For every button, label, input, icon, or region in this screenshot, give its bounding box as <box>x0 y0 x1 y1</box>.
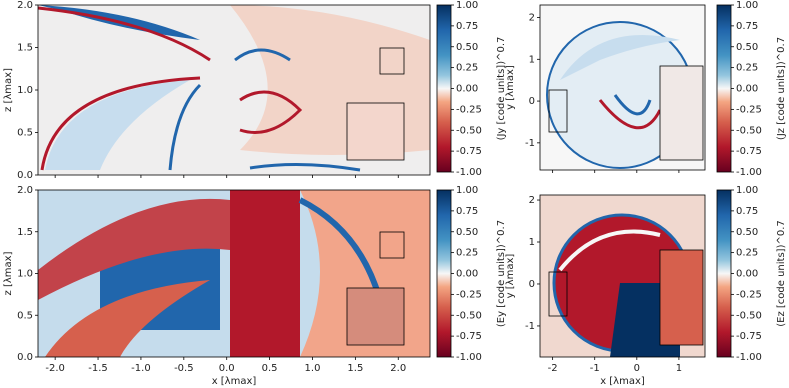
colorbar-tick-label: -0.75 <box>456 146 482 157</box>
axes-frame <box>539 4 706 171</box>
y-tick-label: 0 <box>529 279 535 290</box>
y-tick-label: 0.5 <box>17 128 33 139</box>
colorbar-tick-label: 0.75 <box>456 206 478 217</box>
y-tick-label: 0.0 <box>17 352 33 363</box>
y-axis-label: z [λmax] <box>3 251 14 295</box>
y-tick-label: 1.0 <box>17 85 33 96</box>
colorbar-tick-label: 1.00 <box>736 185 758 196</box>
colorbar-tick-label: 0.25 <box>736 248 758 259</box>
colorbar-tick-label: 0.75 <box>736 21 758 32</box>
x-axis-label: x [λmax] <box>600 376 645 387</box>
colorbar-label: (Ey [code units])^0.7 <box>496 220 507 327</box>
colorbar-tick-label: 0.25 <box>456 63 478 74</box>
field-image <box>38 190 430 357</box>
colorbar-tick-label: -0.25 <box>456 104 482 115</box>
y-tick-label: 2.0 <box>17 185 33 196</box>
colorbar-tick-label: 0.25 <box>456 248 478 259</box>
field-image <box>38 5 430 175</box>
axes-frame <box>539 194 706 358</box>
colorbar-tick-label: -0.50 <box>456 125 482 136</box>
colorbar-tick-label: 0.50 <box>736 227 758 238</box>
y-axis-label: z [λmax] <box>3 68 14 112</box>
colorbar-tick-label: 1.00 <box>456 185 478 196</box>
y-tick-label: 1 <box>529 54 535 65</box>
colorbar-label: (Jy [code units])^0.7 <box>496 37 507 141</box>
colorbar-tick-label: -0.25 <box>456 289 482 300</box>
colorbar-tick-label: 0.50 <box>456 42 478 53</box>
y-tick-label: 2.0 <box>17 0 33 11</box>
colorbar-tick-label: 0.00 <box>456 269 478 280</box>
colorbar <box>716 4 732 173</box>
x-tick-label: 1.5 <box>347 363 363 374</box>
x-tick-label: -0.5 <box>174 363 194 374</box>
colorbar-label: (Jz [code units])^0.7 <box>776 37 787 140</box>
colorbar-tick-label: -0.50 <box>736 125 762 136</box>
colorbar <box>436 189 452 358</box>
y-tick-label: 0 <box>529 96 535 107</box>
x-axis-label: x [λmax] <box>212 376 257 387</box>
colorbar-tick-label: -0.25 <box>736 289 762 300</box>
field-image <box>540 195 705 357</box>
y-tick-label: 1.0 <box>17 269 33 280</box>
colorbar <box>716 189 732 358</box>
colorbar-tick-label: -0.75 <box>736 331 762 342</box>
x-tick-label: 0.0 <box>219 363 235 374</box>
x-tick-label: -2.0 <box>45 363 65 374</box>
colorbar-tick-label: -0.25 <box>736 104 762 115</box>
colorbar-tick-label: -1.00 <box>736 352 762 363</box>
colorbar-tick-label: 1.00 <box>456 0 478 11</box>
x-tick-label: -1.0 <box>131 363 151 374</box>
x-tick-label: 1 <box>676 363 682 374</box>
colorbar-tick-label: 0.75 <box>456 21 478 32</box>
colorbar-tick-label: -1.00 <box>456 352 482 363</box>
x-tick-label: 0.5 <box>262 363 278 374</box>
colorbar-tick-label: 0.75 <box>736 206 758 217</box>
colorbar-tick-label: 0.50 <box>736 42 758 53</box>
y-tick-label: 0.5 <box>17 310 33 321</box>
y-tick-label: -1 <box>525 321 535 332</box>
colorbar-tick-label: -0.75 <box>736 146 762 157</box>
y-tick-label: 1.5 <box>17 227 33 238</box>
x-tick-label: 0 <box>634 363 640 374</box>
y-tick-label: 2 <box>529 13 535 24</box>
colorbar-tick-label: -1.00 <box>736 167 762 178</box>
colorbar-tick-label: 0.00 <box>736 269 758 280</box>
colorbar-tick-label: 0.25 <box>736 63 758 74</box>
colorbar-tick-label: 0.00 <box>456 84 478 95</box>
y-axis-label: y [λmax] <box>505 65 516 110</box>
y-tick-label: 1 <box>529 237 535 248</box>
field-image <box>540 5 705 170</box>
colorbar-tick-label: -0.50 <box>456 310 482 321</box>
colorbar-tick-label: 0.50 <box>456 227 478 238</box>
colorbar-tick-label: 0.00 <box>736 84 758 95</box>
y-tick-label: 0.0 <box>17 170 33 181</box>
x-tick-label: 2.0 <box>390 363 406 374</box>
y-tick-label: 1.5 <box>17 43 33 54</box>
y-tick-label: -1 <box>525 138 535 149</box>
colorbar-tick-label: 1.00 <box>736 0 758 11</box>
x-tick-label: 1.0 <box>305 363 321 374</box>
colorbar-tick-label: -1.00 <box>456 167 482 178</box>
colorbar-tick-label: -0.75 <box>456 331 482 342</box>
y-axis-label: y [λmax] <box>505 254 516 299</box>
colorbar-label: (Ez [code units])^0.7 <box>776 220 787 327</box>
colorbar <box>436 4 452 173</box>
x-tick-label: -2 <box>548 363 558 374</box>
colorbar-tick-label: -0.50 <box>736 310 762 321</box>
y-tick-label: 2 <box>529 195 535 206</box>
x-tick-label: -1.5 <box>88 363 108 374</box>
x-tick-label: -1 <box>590 363 600 374</box>
